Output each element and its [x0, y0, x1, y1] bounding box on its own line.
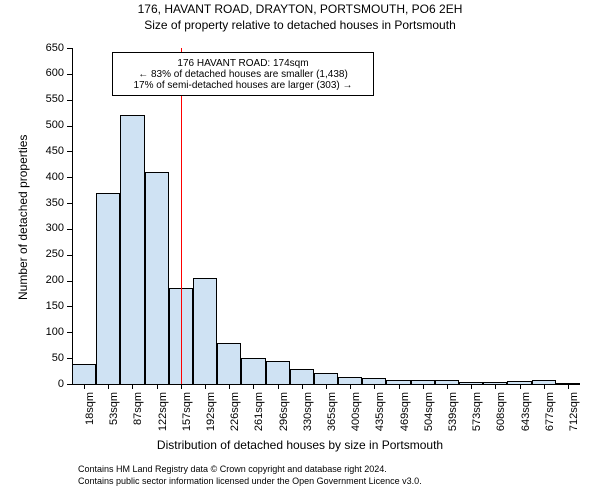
annotation-line: 176 HAVANT ROAD: 174sqm: [117, 58, 369, 69]
annotation-line: 17% of semi-detached houses are larger (…: [117, 80, 369, 91]
y-tick-mark: [67, 48, 72, 49]
plot-area: [72, 48, 580, 384]
y-tick-label: 200: [46, 274, 64, 286]
x-tick-mark: [495, 384, 496, 389]
chart-subtitle: Size of property relative to detached ho…: [0, 18, 600, 32]
y-tick-mark: [67, 358, 72, 359]
annotation-line: ← 83% of detached houses are smaller (1,…: [117, 69, 369, 80]
x-tick-label: 157sqm: [181, 392, 193, 442]
y-tick-label: 50: [52, 352, 64, 364]
x-tick-label: 400sqm: [350, 392, 362, 442]
x-tick-mark: [229, 384, 230, 389]
x-tick-mark: [326, 384, 327, 389]
y-tick-mark: [67, 100, 72, 101]
y-tick-label: 600: [46, 67, 64, 79]
x-tick-label: 677sqm: [544, 392, 556, 442]
x-tick-mark: [253, 384, 254, 389]
footer-line-1: Contains HM Land Registry data © Crown c…: [78, 464, 422, 476]
y-tick-mark: [67, 203, 72, 204]
x-tick-label: 18sqm: [84, 392, 96, 442]
y-tick-mark: [67, 126, 72, 127]
chart-title: 176, HAVANT ROAD, DRAYTON, PORTSMOUTH, P…: [0, 2, 600, 16]
y-tick-mark: [67, 306, 72, 307]
x-tick-label: 261sqm: [253, 392, 265, 442]
y-tick-label: 100: [46, 326, 64, 338]
x-tick-mark: [423, 384, 424, 389]
y-tick-label: 150: [46, 300, 64, 312]
y-tick-mark: [67, 229, 72, 230]
y-tick-label: 500: [46, 119, 64, 131]
x-tick-mark: [544, 384, 545, 389]
y-tick-label: 400: [46, 171, 64, 183]
y-tick-label: 450: [46, 145, 64, 157]
y-tick-label: 0: [58, 378, 64, 390]
bar: [72, 364, 96, 384]
x-tick-mark: [157, 384, 158, 389]
x-tick-label: 608sqm: [495, 392, 507, 442]
x-tick-mark: [520, 384, 521, 389]
x-tick-mark: [471, 384, 472, 389]
bar: [193, 278, 217, 384]
x-tick-label: 435sqm: [374, 392, 386, 442]
y-tick-mark: [67, 74, 72, 75]
bar: [266, 361, 290, 384]
x-tick-label: 365sqm: [326, 392, 338, 442]
x-tick-mark: [84, 384, 85, 389]
bar: [96, 193, 120, 384]
footer-text: Contains HM Land Registry data © Crown c…: [78, 464, 422, 487]
x-tick-mark: [374, 384, 375, 389]
bar: [217, 343, 241, 384]
x-tick-label: 573sqm: [471, 392, 483, 442]
x-tick-label: 504sqm: [423, 392, 435, 442]
x-tick-mark: [278, 384, 279, 389]
x-tick-mark: [205, 384, 206, 389]
y-tick-mark: [67, 332, 72, 333]
x-tick-label: 192sqm: [205, 392, 217, 442]
bar: [290, 369, 314, 385]
y-axis-label: Number of detached properties: [16, 135, 30, 300]
footer-line-2: Contains public sector information licen…: [78, 476, 422, 488]
x-tick-mark: [181, 384, 182, 389]
x-tick-mark: [132, 384, 133, 389]
x-tick-label: 296sqm: [278, 392, 290, 442]
x-tick-label: 226sqm: [229, 392, 241, 442]
y-tick-mark: [67, 151, 72, 152]
x-tick-label: 469sqm: [399, 392, 411, 442]
bar: [120, 115, 144, 384]
bar: [145, 172, 169, 384]
x-tick-mark: [568, 384, 569, 389]
y-tick-mark: [67, 255, 72, 256]
x-tick-mark: [302, 384, 303, 389]
bar: [241, 358, 265, 384]
x-tick-mark: [108, 384, 109, 389]
x-tick-label: 330sqm: [302, 392, 314, 442]
x-tick-label: 53sqm: [108, 392, 120, 442]
annotation-box: 176 HAVANT ROAD: 174sqm← 83% of detached…: [112, 52, 374, 96]
y-tick-label: 350: [46, 197, 64, 209]
x-tick-label: 122sqm: [157, 392, 169, 442]
x-tick-mark: [350, 384, 351, 389]
x-tick-label: 712sqm: [568, 392, 580, 442]
x-tick-mark: [399, 384, 400, 389]
x-tick-label: 539sqm: [447, 392, 459, 442]
bar: [338, 377, 362, 384]
y-tick-mark: [67, 384, 72, 385]
y-tick-label: 250: [46, 248, 64, 260]
chart-container: 176, HAVANT ROAD, DRAYTON, PORTSMOUTH, P…: [0, 0, 600, 500]
y-tick-label: 650: [46, 42, 64, 54]
y-tick-mark: [67, 177, 72, 178]
y-tick-label: 550: [46, 93, 64, 105]
x-tick-label: 87sqm: [132, 392, 144, 442]
x-tick-mark: [447, 384, 448, 389]
y-tick-mark: [67, 281, 72, 282]
y-tick-label: 300: [46, 222, 64, 234]
bar: [314, 373, 338, 384]
reference-line: [181, 48, 182, 384]
x-tick-label: 643sqm: [520, 392, 532, 442]
